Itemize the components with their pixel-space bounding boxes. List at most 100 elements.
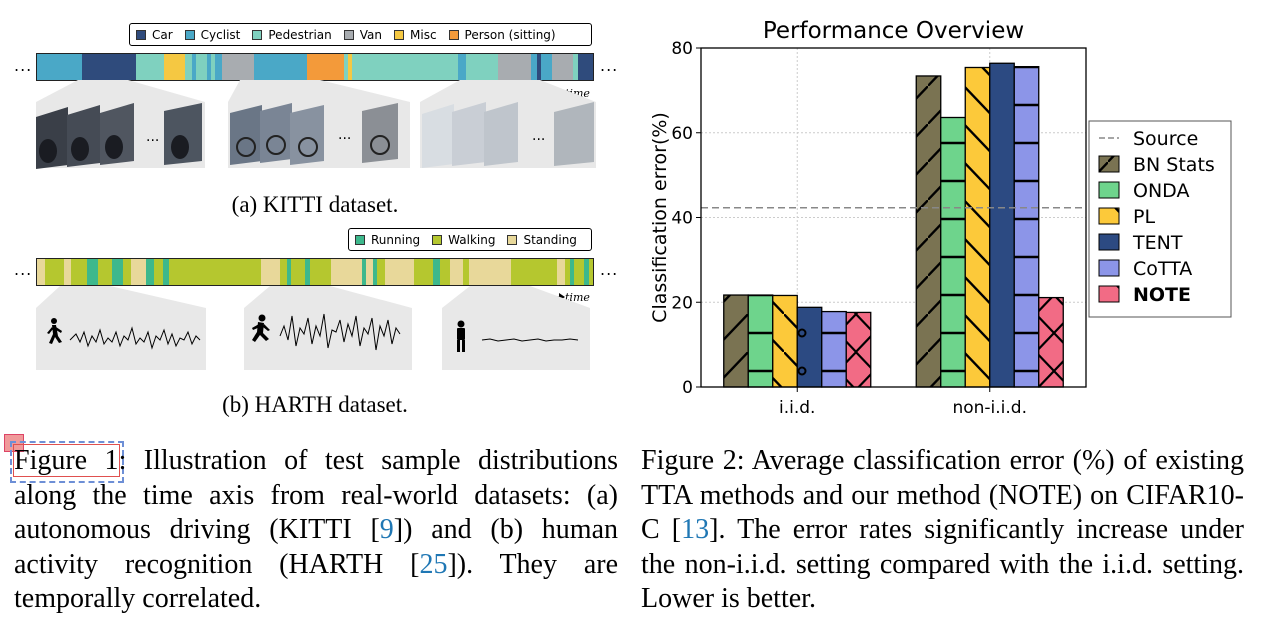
harth-strip-segment: [362, 259, 367, 285]
kitti-strip-segment: [552, 54, 574, 80]
svg-text:...: ...: [146, 129, 159, 145]
harth-strip-segment: [309, 259, 331, 285]
harth-strip-segment: [131, 259, 147, 285]
harth-strip-segment: [569, 259, 574, 285]
harth-strip-segment: [588, 259, 593, 285]
subcaption-harth: (b) HARTH dataset.: [222, 392, 408, 417]
figure1-caption-text2: ]) and (b) human activity recognition (H…: [14, 514, 618, 580]
kitti-strip-segment: [530, 54, 537, 80]
harth-zoom-region: [36, 286, 590, 370]
harth-strip-segment: [510, 259, 558, 285]
harth-legend-item: Running: [355, 233, 420, 247]
figure1-anchor-highlight[interactable]: [10, 441, 124, 483]
kitti-strip-segment: [352, 54, 458, 80]
harth-strip-segment: [376, 259, 386, 285]
annotation-note-icon[interactable]: [4, 434, 24, 452]
standing-person-icon: [457, 320, 465, 352]
running-signal: [252, 313, 401, 351]
subcaption-kitti: (a) KITTI dataset.: [231, 192, 399, 217]
kitti-strip-segment: [537, 54, 542, 80]
harth-strip-segment: [70, 259, 88, 285]
kitti-strip-segment: [210, 54, 216, 80]
kitti-legend-label: Cyclist: [200, 27, 241, 42]
bar-cotta: [1013, 65, 1040, 388]
performance-chart: Performance Overview 0 20 40 60 80 i.i.d. non-i…: [649, 18, 1232, 418]
bar-note: [1038, 296, 1064, 388]
figure2-cite-cifar[interactable]: 13: [681, 514, 710, 545]
kitti-legend-swatch: [394, 29, 404, 40]
figure1-caption: Figure 1: Illustration of test sample di…: [13, 444, 619, 617]
ellipsis-left-harth: ...: [14, 260, 33, 279]
running-person-icon: [252, 314, 270, 342]
harth-strip-segment: [584, 259, 589, 285]
kitti-strip-segment: [541, 54, 552, 80]
harth-strip-segment: [385, 259, 415, 285]
legend-swatch: [1098, 181, 1120, 199]
chart-title: Performance Overview: [763, 18, 1024, 44]
legend-label: PL: [1133, 206, 1155, 228]
kitti-strip-segment: [307, 54, 344, 80]
harth-strip-segment: [305, 259, 310, 285]
kitti-strip-segment: [82, 54, 136, 80]
harth-strip-segment: [37, 259, 46, 285]
figure1-caption-text1: : Illustration of test sample distributi…: [14, 445, 618, 545]
bar-onda: [747, 294, 774, 388]
legend-swatch: [1098, 207, 1120, 225]
harth-strip-segment: [64, 259, 71, 285]
legend-swatch: [1098, 285, 1120, 303]
bar-bn-stats: [723, 294, 749, 388]
bar-pl: [772, 294, 798, 388]
kitti-legend: Car Cyclist Pedestrian Van Misc Person (sitti…: [129, 23, 592, 46]
figure1-label[interactable]: Figure 1: [13, 444, 120, 477]
legend-label: TENT: [1132, 232, 1183, 254]
y-axis-label: Classification error(%): [649, 112, 671, 323]
kitti-legend-swatch: [252, 29, 263, 40]
harth-strip-segment: [87, 259, 98, 285]
kitti-strip-segment: [185, 54, 192, 80]
svg-text:...: ...: [532, 128, 545, 144]
harth-legend-item: Standing: [507, 233, 577, 247]
kitti-strip-segment: [135, 54, 164, 80]
harth-legend-item: Walking: [432, 233, 495, 247]
harth-strip-segment: [261, 259, 281, 285]
kitti-strip-segment: [253, 54, 308, 80]
harth-strip-segment: [169, 259, 262, 285]
ellipsis-left-kitti: ...: [14, 56, 33, 75]
figure2-caption-text2: ]. The error rates significantly increas…: [641, 514, 1244, 614]
harth-strip-segment: [97, 259, 113, 285]
kitti-strip-segment: [577, 54, 593, 80]
walking-signal: [47, 318, 201, 350]
bar-note: [845, 311, 872, 388]
harth-strip-segment: [462, 259, 469, 285]
bar-pl: [964, 66, 991, 388]
harth-strip-segment: [122, 259, 132, 285]
standing-signal: [457, 320, 579, 352]
harth-strip-segment: [146, 259, 155, 285]
ellipsis-right-kitti: ...: [600, 56, 619, 75]
harth-strip-segment: [280, 259, 287, 285]
harth-strip-segment: [330, 259, 363, 285]
figure2-caption-text1: : Average classification error (%) of ex…: [641, 445, 1244, 545]
harth-legend-swatch: [507, 234, 518, 245]
harth-strip-segment: [557, 259, 566, 285]
harth-strip-segment: [573, 259, 585, 285]
bar-onda: [940, 116, 966, 388]
harth-legend-label: Running: [371, 232, 421, 247]
kitti-strip-segment: [466, 54, 499, 80]
plot-frame: [700, 47, 1087, 388]
legend-swatch: [1098, 233, 1120, 251]
kitti-strip-segment: [343, 54, 349, 80]
kitti-sequence-strip: [36, 53, 594, 81]
figure1-cite-harth[interactable]: 25: [419, 548, 448, 580]
kitti-strip-segment: [191, 54, 196, 80]
figure1-caption-text3: ]). They are temporally correlated.: [14, 548, 619, 615]
kitti-legend-item: Misc: [394, 28, 437, 42]
kitti-legend-label: Pedestrian: [268, 27, 332, 42]
y-tick-label: 40: [671, 209, 693, 229]
figure1-cite-kitti[interactable]: 9: [379, 514, 394, 545]
kitti-legend-label: Misc: [410, 27, 437, 42]
harth-strip-segment: [450, 259, 463, 285]
harth-strip-segment: [372, 259, 377, 285]
kitti-strip-segment: [206, 54, 211, 80]
kitti-car-images: ...: [36, 103, 202, 169]
